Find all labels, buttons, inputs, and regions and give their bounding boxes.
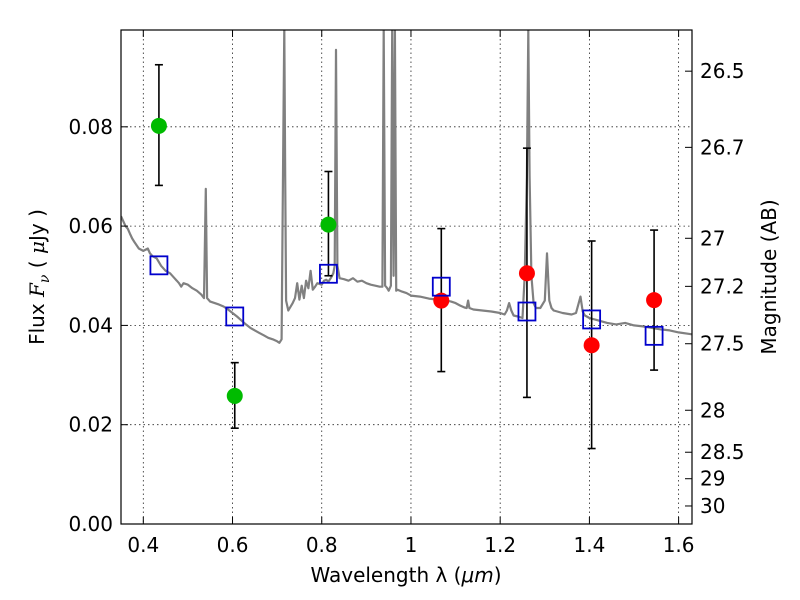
y-label-unit-open: (: [25, 254, 49, 275]
model-photometry-square: [319, 263, 338, 284]
mag-tick-label: 28.5: [700, 440, 745, 464]
x-tick-label: 1.2: [484, 533, 516, 557]
y-tick-label: 0.06: [68, 214, 113, 238]
data-point-red: [583, 337, 600, 354]
mag-tick-label: 27: [700, 226, 725, 250]
y-axis-label-left: Flux Fν ( μJy ): [25, 209, 53, 345]
data-point-red: [518, 265, 535, 282]
data-point-green: [226, 387, 243, 404]
y-label-symbol: F: [25, 282, 49, 298]
y-axis-label-right: Magnitude (AB): [757, 199, 781, 354]
x-tick-label: 1: [405, 533, 418, 557]
x-tick-label: 1.4: [573, 533, 605, 557]
y-label-mu: μ: [25, 241, 49, 254]
model-photometry-square: [149, 255, 169, 276]
spectrum-layer: [121, 30, 692, 344]
x-tick-label: 0.4: [127, 533, 159, 557]
model-spectrum-line: [121, 30, 692, 344]
y-label-prefix: Flux: [25, 297, 49, 345]
data-point-green: [150, 117, 167, 134]
grid-layer: [121, 30, 692, 524]
x-tick-label: 0.8: [306, 533, 338, 557]
y-tick-label: 0.00: [68, 512, 113, 536]
mag-tick-label: 28: [700, 398, 725, 422]
x-tick-label: 1.6: [663, 533, 695, 557]
plot-frame: [120, 29, 693, 525]
mag-tick-label: 29: [700, 467, 725, 491]
x-axis-label-prefix: Wavelength λ (: [310, 563, 461, 587]
mag-tick-label: 30: [700, 494, 725, 518]
model-photometry-square: [644, 325, 664, 346]
model-photometry-square: [431, 276, 451, 297]
x-axis-label-suffix: ): [494, 563, 502, 587]
x-axis-label-unit: μm: [460, 563, 493, 587]
ticks-layer: 0.4 0.6 0.8 1 1.2 1.4 1.6 0.00 0.02 0.04 0.06 0.08 2…: [68, 30, 745, 557]
y-tick-label: 0.08: [68, 115, 113, 139]
y-tick-label: 0.04: [68, 313, 113, 337]
mag-tick-label: 27.5: [700, 332, 745, 356]
model-photometry-square: [582, 309, 602, 330]
data-point-red: [646, 292, 663, 309]
model-photometry-square: [517, 301, 537, 322]
marker-layer: [149, 117, 664, 404]
x-tick-label: 0.6: [217, 533, 249, 557]
y-tick-label: 0.02: [68, 413, 113, 437]
mag-tick-label: 26.7: [700, 135, 745, 159]
data-point-green: [320, 216, 337, 233]
model-photometry-square: [225, 306, 245, 327]
x-axis-label: Wavelength λ (μm): [310, 563, 501, 587]
y-label-subscript: ν: [37, 274, 53, 283]
mag-tick-label: 26.5: [700, 59, 745, 83]
mag-tick-label: 27.2: [700, 274, 745, 298]
y-label-unit-close: Jy ): [25, 209, 49, 243]
data-point-red: [433, 292, 450, 309]
